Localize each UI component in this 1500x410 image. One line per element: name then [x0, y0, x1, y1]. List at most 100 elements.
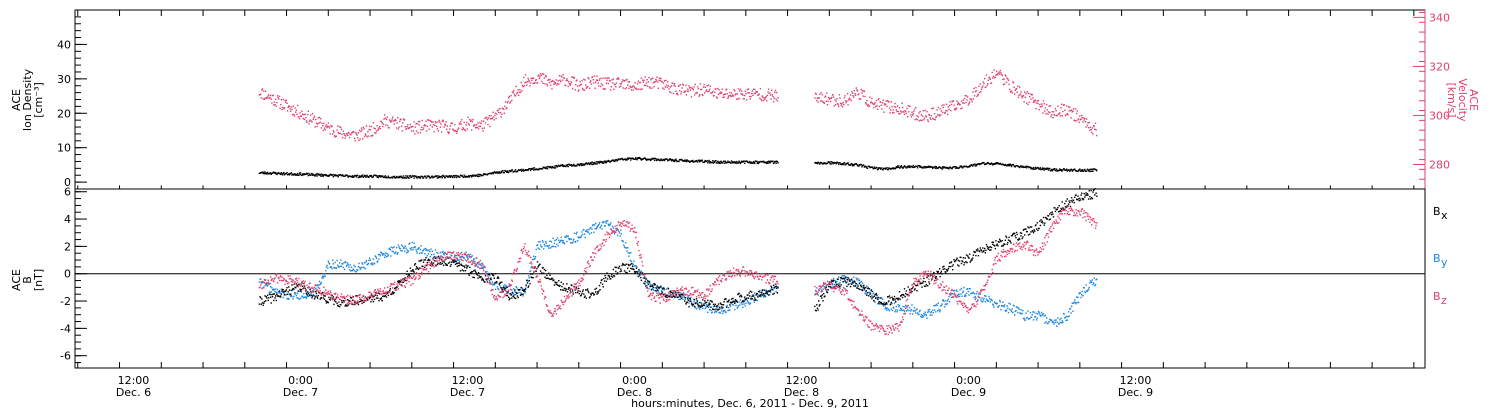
- by-series-point: [301, 295, 304, 298]
- velocity-series-point: [749, 95, 751, 98]
- velocity-series-point: [903, 111, 905, 113]
- bx-series-point: [666, 296, 668, 299]
- velocity-series-point: [925, 115, 927, 117]
- by-series-point: [640, 270, 643, 272]
- velocity-series-point: [537, 75, 539, 77]
- bx-series-point: [290, 289, 293, 292]
- by-series-point: [528, 277, 530, 279]
- velocity-series-point: [851, 91, 853, 93]
- by-series-point: [1007, 307, 1009, 309]
- density-series-point: [605, 161, 608, 164]
- bx-series-point: [456, 262, 458, 265]
- velocity-series-point: [483, 127, 485, 129]
- density-series-point: [933, 166, 936, 169]
- by-series-point: [1005, 309, 1008, 312]
- velocity-series-point: [1071, 109, 1073, 111]
- by-series-point: [343, 268, 346, 270]
- density-series-point: [757, 162, 760, 164]
- velocity-series-point: [1002, 83, 1005, 86]
- velocity-series-point: [460, 123, 462, 125]
- velocity-series-point: [668, 91, 671, 93]
- velocity-series-point: [908, 111, 910, 113]
- bx-series-point: [280, 293, 282, 295]
- by-series-point: [937, 302, 939, 304]
- density-series-point: [1042, 167, 1044, 169]
- velocity-series-point: [385, 118, 388, 121]
- by-series-point: [275, 288, 277, 290]
- velocity-series-point: [694, 83, 696, 86]
- density-series-point: [485, 173, 487, 176]
- bx-series-point: [578, 287, 580, 290]
- bx-series-point: [833, 286, 835, 288]
- velocity-series-point: [477, 122, 479, 124]
- velocity-series-point: [634, 82, 636, 84]
- by-series-point: [598, 223, 600, 226]
- by-series-point: [863, 285, 865, 288]
- by-series-point: [846, 276, 848, 278]
- velocity-series-point: [434, 124, 436, 127]
- velocity-series-point: [739, 88, 742, 90]
- bx-series-point: [854, 285, 857, 287]
- density-series-point: [419, 177, 422, 179]
- by-series-point: [623, 244, 625, 246]
- bx-series-point: [325, 302, 328, 304]
- bx-series-point: [503, 287, 505, 289]
- by-series-point: [557, 245, 559, 247]
- velocity-series-point: [1001, 74, 1003, 77]
- density-series-point: [320, 173, 323, 175]
- bx-series-point: [664, 295, 666, 297]
- bx-series-point: [429, 259, 431, 261]
- velocity-series-point: [1044, 110, 1046, 112]
- velocity-series-point: [306, 113, 309, 116]
- by-series-point: [573, 238, 575, 240]
- velocity-series-point: [816, 97, 819, 99]
- velocity-series-point: [997, 74, 999, 76]
- velocity-series-point: [849, 94, 852, 96]
- velocity-series-point: [340, 128, 343, 131]
- bx-series-point: [921, 286, 923, 288]
- bx-series-point: [314, 296, 316, 298]
- bx-series-point: [505, 294, 507, 297]
- by-series-point: [1084, 291, 1087, 294]
- bx-series-point: [610, 275, 613, 277]
- bx-series-point: [637, 273, 639, 275]
- by-series-point: [869, 291, 871, 293]
- velocity-series-point: [1091, 131, 1093, 133]
- velocity-series-point: [394, 119, 396, 122]
- by-series-point: [406, 249, 408, 251]
- density-series-point: [738, 160, 740, 162]
- by-series-point: [298, 290, 300, 292]
- by-series-point: [463, 257, 465, 259]
- bx-series-point: [307, 292, 309, 295]
- by-series-point: [913, 309, 915, 312]
- by-series-point: [456, 254, 458, 257]
- velocity-series-point: [469, 120, 472, 123]
- density-series-point: [509, 169, 511, 172]
- bx-series-point: [548, 272, 550, 274]
- by-series-point: [519, 291, 521, 294]
- by-series-point: [644, 283, 646, 285]
- density-series-point: [514, 170, 516, 172]
- bx-series-point: [509, 293, 512, 295]
- density-series-point: [465, 175, 467, 177]
- bx-series-point: [824, 295, 826, 297]
- bx-series-point: [761, 289, 763, 291]
- velocity-series-point: [1021, 97, 1023, 99]
- density-series-point: [713, 160, 715, 163]
- density-series-point: [578, 164, 580, 166]
- bx-series-point: [417, 268, 420, 271]
- by-series-point: [541, 239, 544, 242]
- velocity-series-point: [1042, 100, 1045, 102]
- by-series-point: [494, 288, 497, 290]
- velocity-series-point: [1066, 112, 1068, 115]
- velocity-series-point: [836, 102, 839, 105]
- velocity-series-point: [859, 98, 862, 100]
- velocity-series-point: [378, 127, 380, 129]
- density-series-point: [900, 166, 902, 168]
- by-series-point: [893, 302, 896, 304]
- velocity-series-point: [983, 82, 985, 85]
- density-series-point: [720, 160, 722, 162]
- bx-series-point: [415, 268, 417, 270]
- bx-series-point: [462, 265, 464, 267]
- by-series-point: [943, 300, 945, 302]
